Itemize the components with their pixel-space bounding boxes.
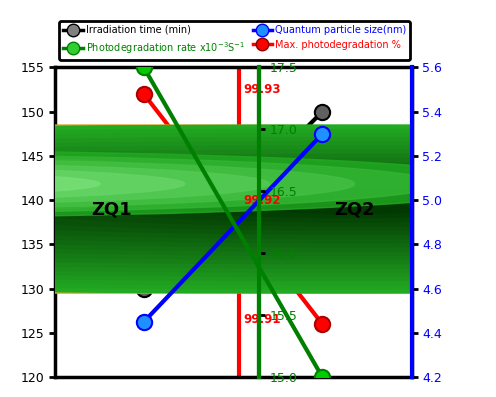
Circle shape: [0, 175, 496, 243]
Circle shape: [0, 154, 496, 264]
Circle shape: [0, 163, 496, 255]
Text: ZQ1: ZQ1: [91, 200, 132, 218]
Circle shape: [0, 167, 496, 251]
Circle shape: [0, 138, 496, 281]
Circle shape: [0, 146, 496, 272]
Circle shape: [0, 197, 366, 222]
Circle shape: [0, 159, 112, 209]
Circle shape: [0, 129, 496, 289]
Legend: Irradiation time (min), Photodegradation rate x10$^{-3}$S$^{-1}$, Quantum partic: Irradiation time (min), Photodegradation…: [60, 21, 410, 60]
Circle shape: [0, 133, 496, 285]
Circle shape: [0, 138, 496, 281]
Text: 99.92: 99.92: [243, 194, 280, 207]
Circle shape: [0, 150, 496, 268]
Circle shape: [0, 179, 496, 239]
Circle shape: [0, 179, 496, 239]
Circle shape: [15, 192, 496, 226]
Circle shape: [0, 163, 496, 255]
Circle shape: [0, 150, 281, 218]
Circle shape: [0, 171, 496, 247]
Circle shape: [270, 205, 439, 213]
Circle shape: [0, 167, 496, 251]
Circle shape: [0, 188, 496, 230]
Circle shape: [100, 197, 496, 222]
Circle shape: [0, 192, 451, 226]
Circle shape: [0, 142, 496, 276]
Circle shape: [0, 146, 496, 272]
Circle shape: [0, 129, 496, 289]
Circle shape: [0, 154, 439, 213]
Circle shape: [0, 125, 496, 293]
Circle shape: [0, 133, 496, 285]
Circle shape: [0, 154, 496, 264]
Circle shape: [0, 159, 355, 209]
Text: 99.91: 99.91: [243, 313, 280, 326]
Circle shape: [0, 167, 185, 200]
Text: ZQ2: ZQ2: [334, 200, 375, 218]
Circle shape: [0, 171, 100, 197]
Circle shape: [0, 154, 196, 213]
Circle shape: [0, 171, 496, 247]
Circle shape: [0, 125, 496, 293]
Circle shape: [0, 142, 496, 276]
Circle shape: [0, 163, 27, 205]
Circle shape: [0, 175, 496, 243]
Circle shape: [0, 188, 496, 230]
Circle shape: [0, 200, 281, 218]
Circle shape: [0, 159, 496, 260]
Circle shape: [0, 184, 496, 234]
Circle shape: [0, 184, 496, 234]
Circle shape: [185, 200, 496, 218]
Circle shape: [0, 150, 496, 218]
Circle shape: [0, 163, 270, 205]
Circle shape: [0, 150, 496, 268]
Circle shape: [0, 159, 496, 260]
Circle shape: [27, 205, 196, 213]
Circle shape: [0, 175, 15, 192]
Text: 99.93: 99.93: [243, 83, 280, 96]
